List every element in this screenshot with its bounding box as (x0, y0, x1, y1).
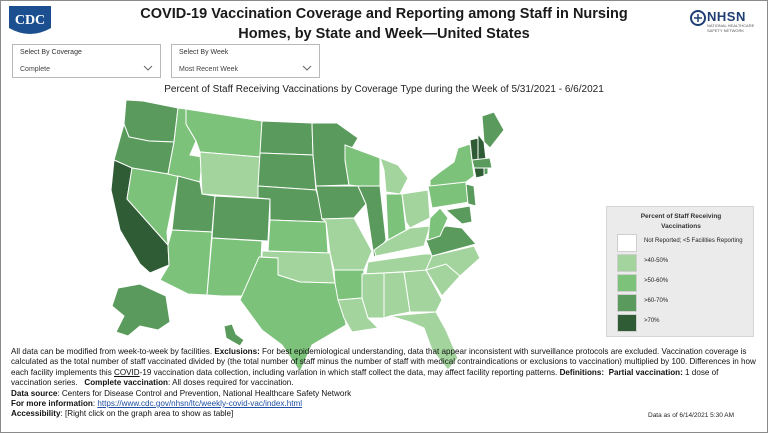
legend-item-60-70[interactable]: >60-70% (617, 294, 751, 312)
data-source-label: Data source (11, 388, 58, 398)
state-south-dakota[interactable] (257, 152, 317, 191)
legend-title: Percent of Staff Receiving Vaccinations (607, 212, 755, 232)
coverage-filter-value[interactable]: Complete (20, 66, 50, 73)
map-legend: Percent of Staff Receiving Vaccinations … (606, 206, 754, 337)
state-north-dakota[interactable] (259, 120, 314, 156)
state-colorado[interactable] (211, 195, 271, 242)
page-title-line2: Homes, by State and Week—United States (238, 26, 530, 42)
state-hawaii[interactable] (223, 323, 245, 347)
coverage-filter-label: Select By Coverage (20, 49, 82, 56)
state-rhode-island[interactable] (483, 167, 489, 176)
state-north-carolina[interactable] (425, 245, 481, 277)
legend-item-70-plus[interactable]: >70% (617, 314, 751, 332)
covid-word: COVID (114, 367, 140, 377)
state-alabama[interactable] (383, 271, 411, 319)
data-source-line: Data source: Centers for Disease Control… (11, 389, 761, 399)
legend-item-not-reported[interactable]: Not Reported; <5 Facilities Reporting (617, 234, 751, 252)
accessibility-label: Accessibility (11, 409, 61, 419)
state-mississippi[interactable] (361, 272, 385, 319)
partial-vaccination-text: 1 dose of vaccination series. (11, 367, 719, 388)
legend-label: >70% (644, 318, 660, 324)
state-kansas[interactable] (267, 219, 329, 254)
state-massachusetts[interactable] (471, 157, 493, 169)
state-maine[interactable] (481, 111, 505, 149)
week-filter-label: Select By Week (179, 49, 229, 56)
state-wyoming[interactable] (199, 151, 261, 199)
legend-swatch (617, 314, 637, 332)
complete-vaccination-label: Complete vaccination (84, 378, 169, 388)
partial-vaccination-label: Partial vaccination: (608, 367, 683, 377)
exclusions-label: Exclusions: (214, 347, 260, 356)
state-iowa[interactable] (315, 185, 367, 220)
state-maryland[interactable] (444, 205, 473, 225)
state-michigan[interactable] (379, 157, 409, 195)
cdc-logo: CDC (9, 6, 51, 36)
legend-label: Not Reported; <5 Facilities Reporting (644, 238, 743, 244)
more-info-line: For more information: https://www.cdc.go… (11, 399, 761, 409)
more-info-label: For more information (11, 399, 93, 409)
week-filter-dropdown[interactable]: Select By Week Most Recent Week (171, 44, 320, 78)
legend-label: >60-70% (644, 298, 669, 304)
footnotes: All data can be modified from week-to-we… (11, 347, 761, 420)
state-montana[interactable] (185, 108, 263, 158)
legend-item-50-60[interactable]: >50-60% (617, 274, 751, 292)
definitions-label: Definitions: (559, 367, 605, 377)
data-source-text: : Centers for Disease Control and Preven… (57, 388, 352, 398)
legend-swatch (617, 294, 637, 312)
exclusions-text: For best epidemiological understanding, … (11, 347, 756, 377)
state-arkansas[interactable] (333, 269, 365, 301)
notes-lead: All data can be modified from week-to-we… (11, 347, 215, 356)
page-title-line1: COVID-19 Vaccination Coverage and Report… (140, 6, 628, 22)
coverage-filter-dropdown[interactable]: Select By Coverage Complete (12, 44, 161, 78)
map-title: Percent of Staff Receiving Vaccinations … (164, 84, 604, 95)
more-info-sep: : (92, 399, 98, 409)
state-washington[interactable] (123, 99, 179, 143)
accessibility-text: : [Right click on the graph area to show… (60, 409, 234, 419)
week-filter-value[interactable]: Most Recent Week (179, 66, 239, 73)
legend-item-40-50[interactable]: >40-50% (617, 254, 751, 272)
accessibility-line: Accessibility: [Right click on the graph… (11, 409, 761, 419)
legend-title-line1: Percent of Staff Receiving (640, 213, 722, 220)
chevron-down-icon[interactable] (143, 64, 153, 72)
state-ohio[interactable] (401, 189, 431, 229)
state-texas[interactable] (239, 256, 347, 374)
chevron-down-icon[interactable] (302, 64, 312, 72)
legend-swatch (617, 234, 637, 252)
legend-swatch (617, 274, 637, 292)
legend-label: >40-50% (644, 258, 669, 264)
state-vermont[interactable] (469, 137, 479, 161)
data-as-of: Data as of 6/14/2021 5:30 AM (648, 412, 735, 419)
legend-label: >50-60% (644, 278, 669, 284)
state-florida[interactable] (389, 311, 459, 371)
nhsn-logo-mark (690, 10, 706, 26)
cdc-logo-text: CDC (15, 13, 45, 28)
legend-swatch (617, 254, 637, 272)
state-new-york[interactable] (429, 143, 475, 187)
notes-tail: -19 vaccination data collection, includi… (139, 367, 560, 377)
state-connecticut[interactable] (473, 167, 485, 179)
complete-vaccination-text: : All doses required for vaccination. (168, 378, 294, 388)
notes-paragraph: All data can be modified from week-to-we… (11, 347, 761, 389)
state-georgia[interactable] (403, 269, 443, 313)
state-west-virginia[interactable] (427, 207, 449, 241)
state-wisconsin[interactable] (344, 144, 381, 187)
legend-title-line2: Vaccinations (661, 223, 701, 230)
more-info-link[interactable]: https://www.cdc.gov/nhsn/ltc/weekly-covi… (97, 399, 303, 409)
nhsn-logo-subtext: NATIONAL HEALTHCARE SAFETY NETWORK (707, 23, 755, 33)
nhsn-logo-text: NHSN (707, 9, 746, 24)
state-new-jersey[interactable] (465, 183, 477, 207)
state-alaska[interactable] (111, 283, 171, 337)
page-title: COVID-19 Vaccination Coverage and Report… (120, 4, 648, 44)
